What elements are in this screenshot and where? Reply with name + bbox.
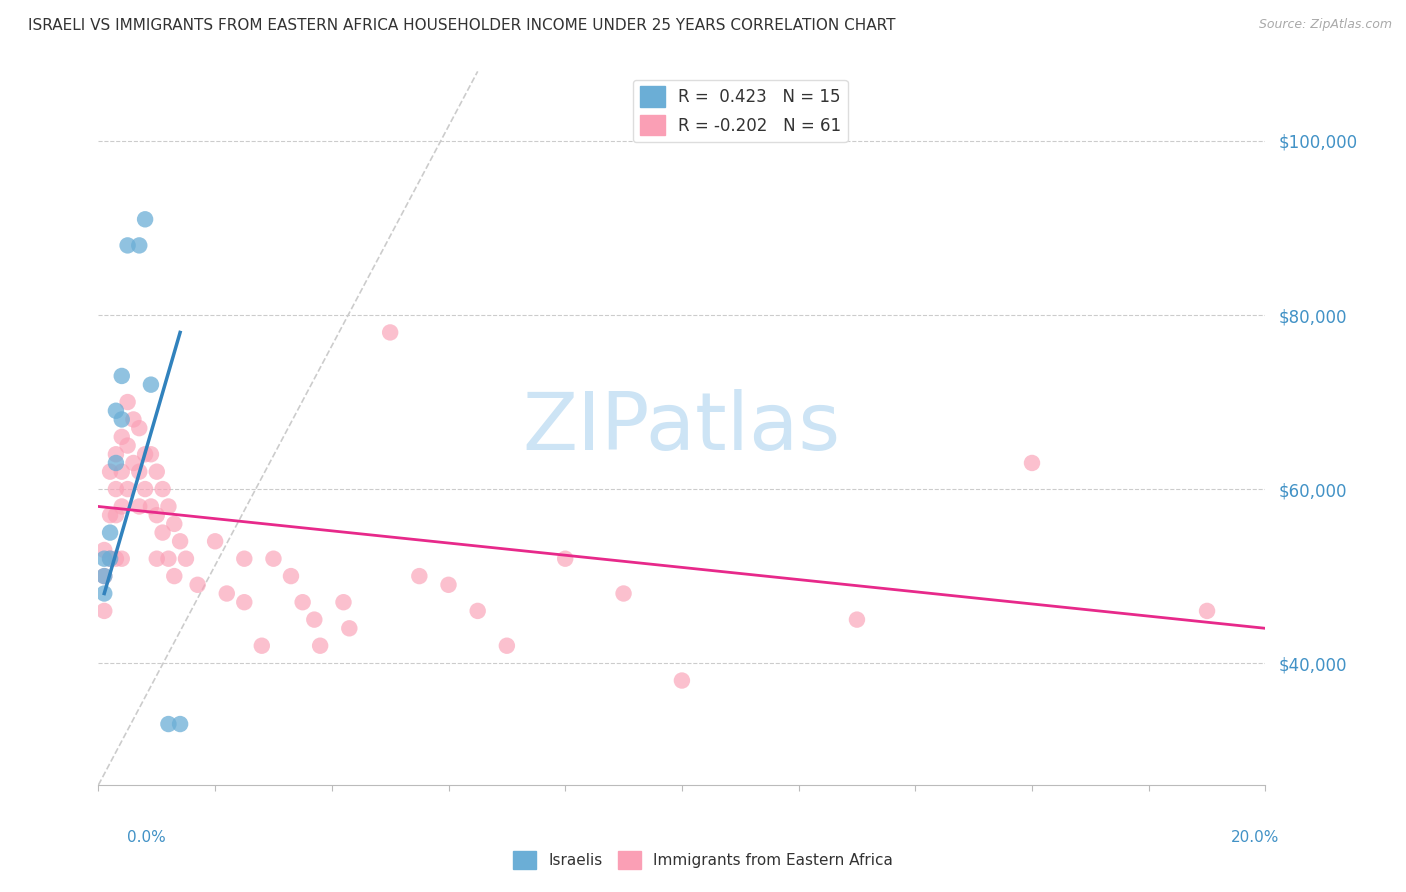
Point <box>117 238 139 252</box>
Point <box>250 639 273 653</box>
Point <box>104 403 127 417</box>
Point <box>380 326 402 340</box>
Point <box>496 639 519 653</box>
Point <box>111 551 134 566</box>
Point <box>467 604 489 618</box>
Point <box>134 447 156 461</box>
Point <box>846 613 869 627</box>
Text: 20.0%: 20.0% <box>1232 830 1279 845</box>
Point <box>104 456 127 470</box>
Point <box>93 569 115 583</box>
Point <box>93 543 115 558</box>
Point <box>111 412 134 426</box>
Point <box>98 551 121 566</box>
Point <box>98 551 121 566</box>
Point <box>98 465 121 479</box>
Point <box>117 439 139 453</box>
Point <box>93 604 115 618</box>
Point <box>554 551 576 566</box>
Point <box>163 516 186 531</box>
Point <box>304 613 326 627</box>
Point <box>233 595 256 609</box>
Point <box>128 421 150 435</box>
Point <box>437 578 460 592</box>
Text: 0.0%: 0.0% <box>127 830 166 845</box>
Point <box>280 569 302 583</box>
Point <box>169 717 191 731</box>
Point <box>111 465 134 479</box>
Point <box>104 447 127 461</box>
Point <box>157 551 180 566</box>
Text: ISRAELI VS IMMIGRANTS FROM EASTERN AFRICA HOUSEHOLDER INCOME UNDER 25 YEARS CORR: ISRAELI VS IMMIGRANTS FROM EASTERN AFRIC… <box>28 18 896 33</box>
Point <box>146 551 169 566</box>
Point <box>122 412 145 426</box>
Text: Source: ZipAtlas.com: Source: ZipAtlas.com <box>1258 18 1392 31</box>
Point <box>98 508 121 523</box>
Point <box>332 595 354 609</box>
Point <box>93 586 115 600</box>
Point <box>337 621 360 635</box>
Point <box>111 430 134 444</box>
Point <box>152 525 174 540</box>
Point <box>93 551 115 566</box>
Point <box>187 578 209 592</box>
Point <box>104 551 127 566</box>
Point <box>163 569 186 583</box>
Point <box>134 482 156 496</box>
Legend: Israelis, Immigrants from Eastern Africa: Israelis, Immigrants from Eastern Africa <box>508 845 898 875</box>
Point <box>128 500 150 514</box>
Point <box>104 482 127 496</box>
Point <box>111 368 134 383</box>
Point <box>111 500 134 514</box>
Point <box>128 465 150 479</box>
Point <box>1021 456 1043 470</box>
Point <box>157 500 180 514</box>
Point <box>146 508 169 523</box>
Point <box>117 395 139 409</box>
Point <box>139 447 162 461</box>
Point <box>671 673 693 688</box>
Point <box>233 551 256 566</box>
Point <box>157 717 180 731</box>
Point <box>104 508 127 523</box>
Point <box>122 456 145 470</box>
Point <box>291 595 314 609</box>
Point <box>169 534 191 549</box>
Legend: R =  0.423   N = 15, R = -0.202   N = 61: R = 0.423 N = 15, R = -0.202 N = 61 <box>633 79 848 142</box>
Point <box>174 551 197 566</box>
Point <box>262 551 284 566</box>
Point <box>215 586 238 600</box>
Point <box>152 482 174 496</box>
Point <box>117 482 139 496</box>
Point <box>139 377 162 392</box>
Point <box>1195 604 1218 618</box>
Point <box>139 500 162 514</box>
Point <box>93 569 115 583</box>
Point <box>128 238 150 252</box>
Point <box>98 525 121 540</box>
Point <box>612 586 634 600</box>
Point <box>134 212 156 227</box>
Point <box>146 465 169 479</box>
Text: ZIPatlas: ZIPatlas <box>523 389 841 467</box>
Point <box>408 569 430 583</box>
Point <box>204 534 226 549</box>
Point <box>309 639 332 653</box>
